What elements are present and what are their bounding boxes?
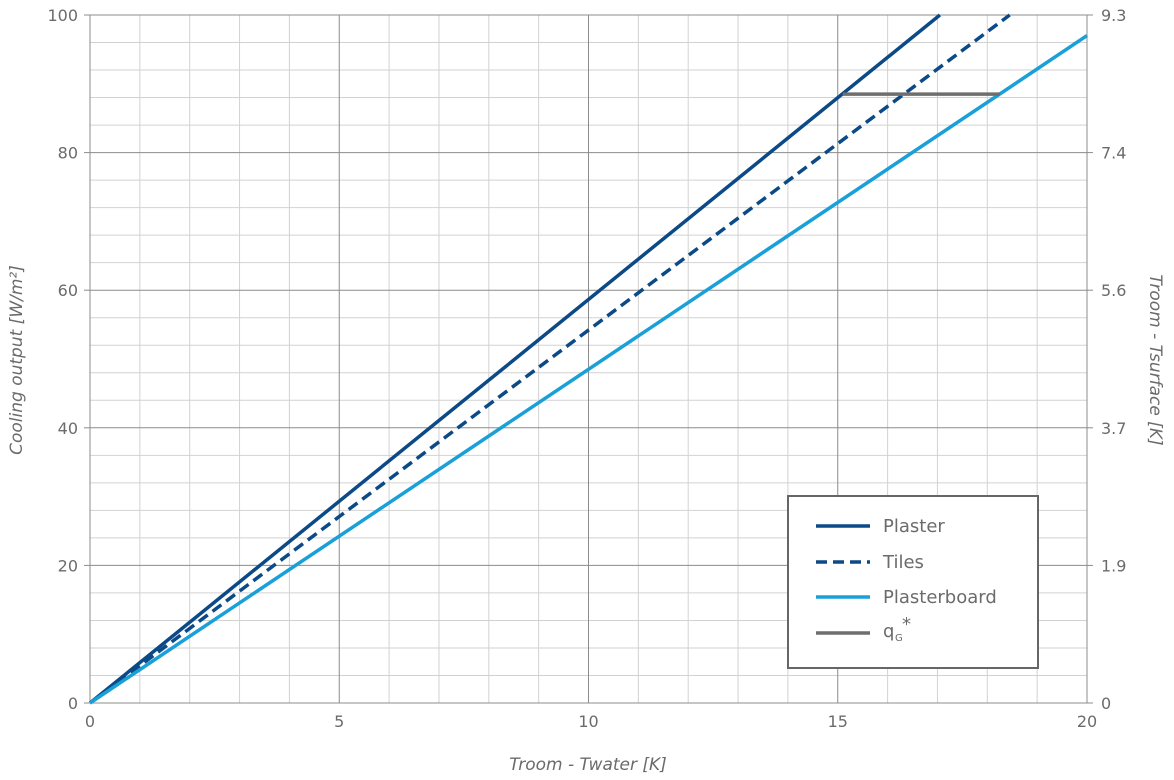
legend-label-plasterboard: Plasterboard	[883, 587, 997, 608]
y2-tick-label: 9.3	[1101, 6, 1126, 25]
y2-tick-label: 0	[1101, 694, 1111, 713]
x-axis-title: Troom - Twater [K]	[509, 755, 667, 775]
x-tick-label: 10	[578, 712, 598, 731]
y-tick-label: 80	[58, 144, 78, 163]
y2-tick-label: 1.9	[1101, 556, 1126, 575]
y-tick-label: 20	[58, 556, 78, 575]
y-tick-label: 0	[68, 694, 78, 713]
legend-label-qg-subscript: G	[895, 633, 903, 644]
x-tick-label: 15	[828, 712, 848, 731]
y2-tick-label: 3.7	[1101, 419, 1126, 438]
x-tick-label: 0	[85, 712, 95, 731]
y-axis-title: Cooling output [W/m²]	[7, 265, 27, 455]
legend-label-qg: q	[883, 621, 894, 642]
y-tick-label: 60	[58, 281, 78, 300]
series-line-tiles	[88, 13, 1011, 705]
series-line-plasterboard	[89, 34, 1088, 705]
x-tick-label: 5	[334, 712, 344, 731]
legend: Plaster Tiles Plasterboard q G *	[787, 495, 1039, 669]
y2-tick-label: 5.6	[1101, 281, 1126, 300]
legend-label-tiles: Tiles	[882, 552, 924, 573]
x-tick-label: 20	[1077, 712, 1097, 731]
legend-label-qg-superscript: *	[902, 614, 911, 635]
y2-axis-title: Troom - Tsurface [K]	[1145, 274, 1165, 445]
legend-label-plaster: Plaster	[883, 516, 945, 537]
y2-tick-label: 7.4	[1101, 144, 1126, 163]
y-tick-label: 100	[47, 6, 78, 25]
series-layer	[88, 13, 1088, 705]
series-line-plaster	[88, 13, 942, 705]
plot-frame	[89, 14, 1088, 704]
y-tick-label: 40	[58, 419, 78, 438]
